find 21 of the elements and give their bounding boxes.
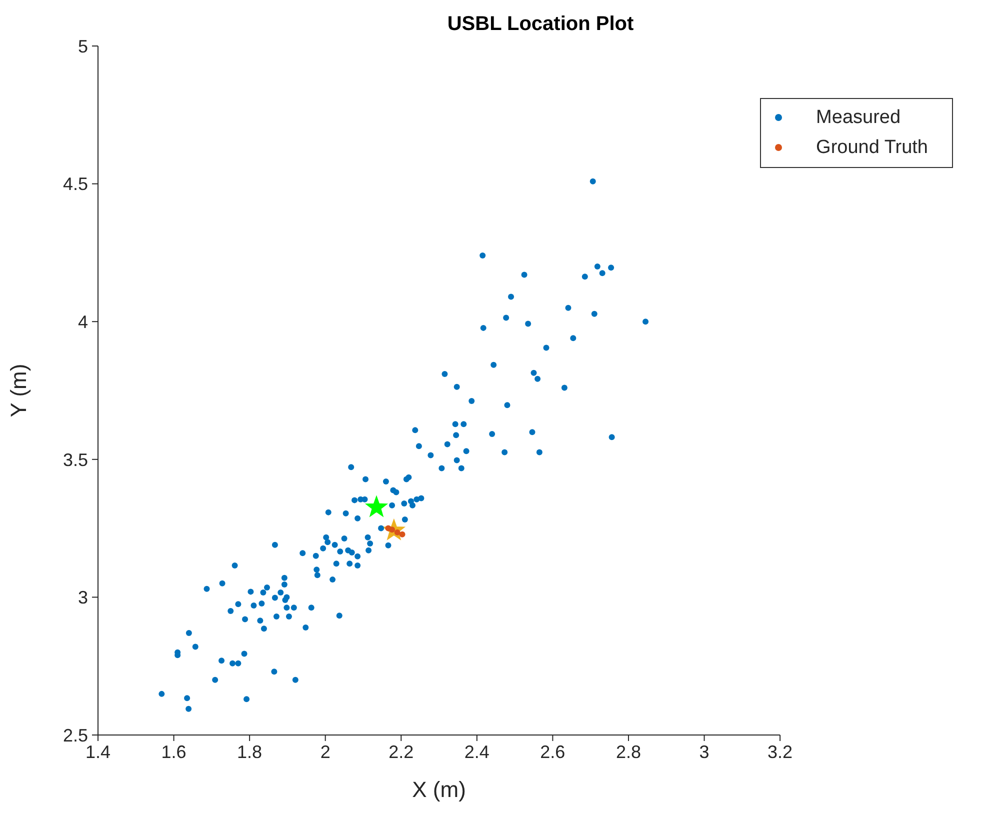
x-tick-label: 2.2 bbox=[388, 742, 414, 762]
legend-label: Ground Truth bbox=[816, 137, 928, 158]
x-tick-label: 2 bbox=[320, 742, 330, 762]
x-tick-label: 2.6 bbox=[540, 742, 566, 762]
x-tick-label: 2.4 bbox=[464, 742, 490, 762]
y-tick-label: 5 bbox=[78, 36, 88, 56]
y-tick-label: 4.5 bbox=[62, 174, 88, 194]
y-axis-title: Y (m) bbox=[6, 364, 31, 418]
y-tick-label: 3.5 bbox=[62, 450, 88, 470]
x-tick-label: 2.8 bbox=[616, 742, 641, 762]
x-tick-label: 1.4 bbox=[85, 742, 111, 762]
x-tick-label: 1.6 bbox=[161, 742, 186, 762]
y-tick-label: 2.5 bbox=[62, 725, 88, 746]
legend-label: Measured bbox=[816, 107, 901, 128]
y-tick-label: 3 bbox=[78, 588, 88, 608]
chart-title: USBL Location Plot bbox=[446, 12, 635, 37]
x-tick-label: 3.2 bbox=[768, 742, 793, 762]
x-tick-label: 3 bbox=[699, 742, 710, 762]
y-tick-label: 4 bbox=[78, 312, 88, 332]
x-axis-title: X (m) bbox=[412, 777, 466, 802]
x-tick-label: 1.8 bbox=[237, 742, 262, 762]
